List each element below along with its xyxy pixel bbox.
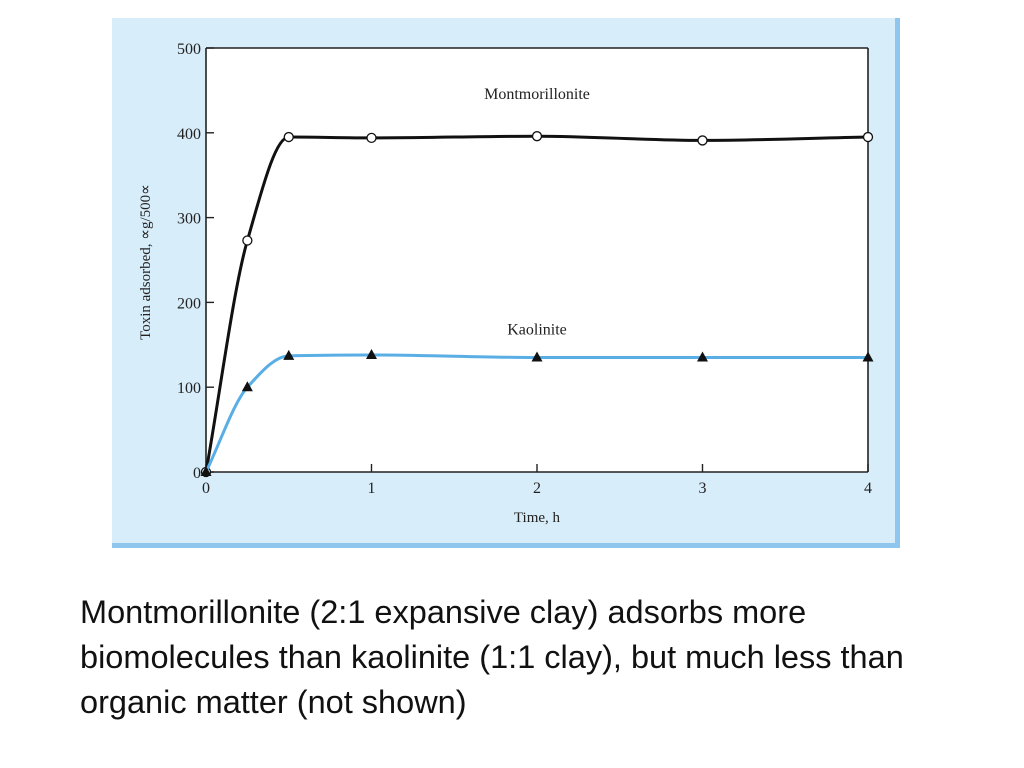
data-point-circle (531, 131, 543, 142)
series-layer: Montmorillonite Kaolinite (200, 86, 874, 478)
x-tick-label: 0 (202, 480, 210, 497)
y-axis-label: Toxin adsorbed, ∝g/500∝ (138, 184, 154, 340)
data-point-triangle (366, 348, 377, 359)
ticks-layer: 0 1 2 3 4 0 100 200 300 400 500 (177, 41, 872, 497)
y-tick-label: 200 (177, 295, 201, 312)
y-tick-label: 300 (177, 211, 201, 228)
series-label: Montmorillonite (484, 86, 590, 103)
x-axis-label: Time, h (514, 510, 561, 526)
x-tick-label: 1 (368, 480, 376, 497)
data-point-circle (242, 235, 253, 246)
y-tick-label: 500 (177, 41, 201, 58)
y-tick-label: 400 (177, 126, 201, 143)
data-point-triangle (531, 351, 543, 362)
y-tick-label: 100 (177, 380, 201, 397)
data-point-circle (862, 131, 874, 143)
data-point-triangle (862, 351, 874, 362)
series-montmorillonite: Montmorillonite (200, 86, 874, 478)
data-point-triangle (283, 349, 295, 360)
series-label: Kaolinite (507, 322, 567, 339)
data-point-triangle (697, 351, 708, 362)
data-point-circle (697, 135, 708, 146)
series-kaolinite: Kaolinite (200, 322, 874, 476)
data-point-triangle (200, 466, 212, 476)
x-tick-label: 2 (533, 480, 541, 497)
data-point-circle (366, 132, 377, 144)
chart: 0 1 2 3 4 0 100 200 300 400 500 Montmorillonite Kao… (138, 41, 874, 526)
data-point-triangle (241, 381, 253, 392)
x-tick-label: 3 (699, 480, 707, 497)
caption: Montmorillonite (2:1 expansive clay) ads… (80, 594, 904, 720)
plot-area (206, 48, 868, 472)
data-point-circle (283, 131, 294, 143)
y-tick-label: 0 (193, 465, 201, 482)
x-tick-label: 4 (864, 480, 872, 497)
